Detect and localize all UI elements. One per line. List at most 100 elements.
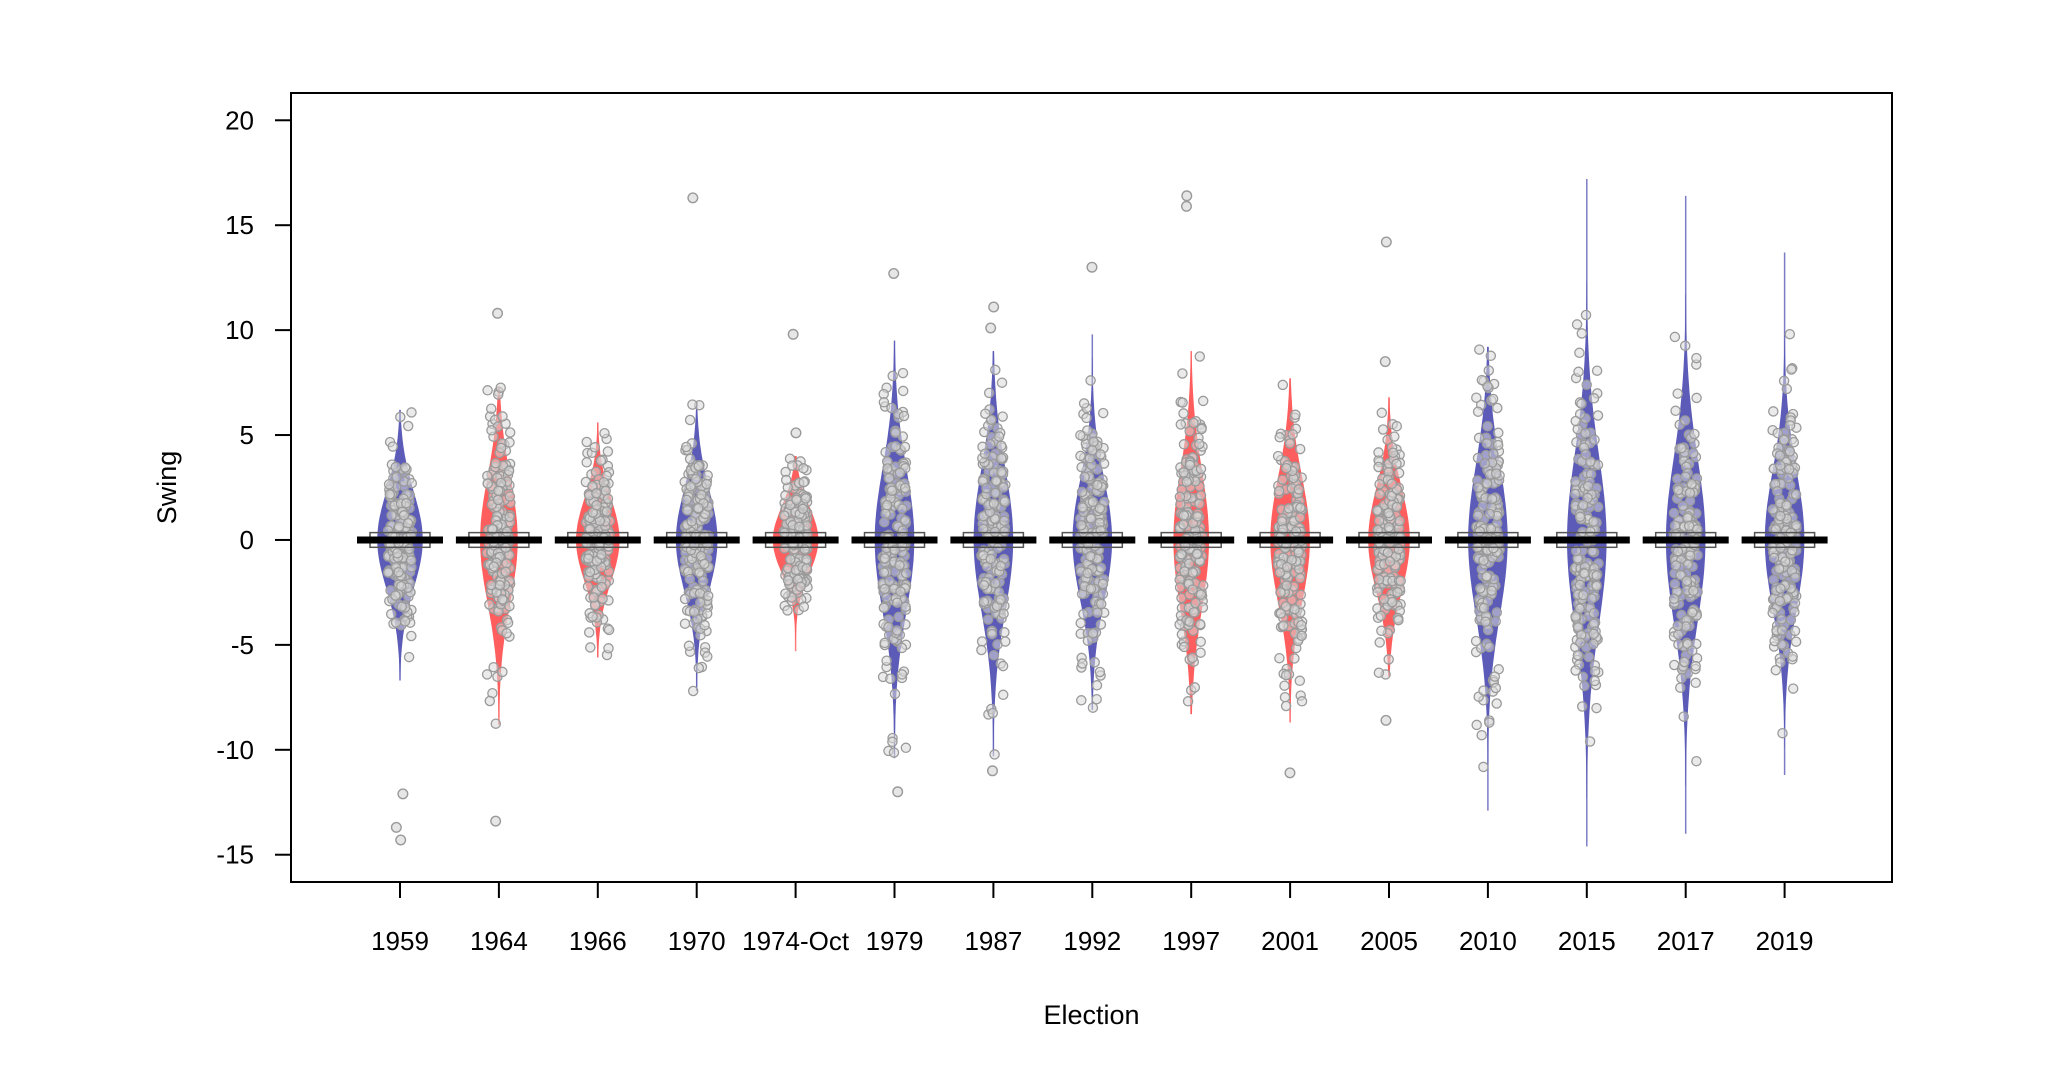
data-point bbox=[784, 554, 796, 565]
data-point bbox=[391, 471, 402, 483]
outlier-point bbox=[1379, 356, 1391, 368]
y-axis-title: Swing bbox=[152, 451, 182, 525]
data-point bbox=[591, 500, 602, 511]
data-point bbox=[393, 521, 405, 532]
data-point bbox=[1488, 448, 1499, 460]
data-point bbox=[1097, 588, 1109, 600]
data-point bbox=[1574, 347, 1585, 359]
data-point bbox=[780, 490, 791, 501]
data-point bbox=[1576, 701, 1588, 712]
data-point bbox=[1383, 507, 1394, 519]
outlier-point bbox=[790, 427, 802, 439]
data-point bbox=[985, 553, 996, 565]
data-point bbox=[1776, 614, 1787, 625]
data-point bbox=[979, 448, 991, 459]
data-point bbox=[387, 441, 399, 452]
data-point bbox=[1085, 513, 1097, 524]
data-point bbox=[1688, 447, 1699, 459]
data-point bbox=[1077, 502, 1088, 513]
data-point bbox=[980, 408, 991, 419]
data-point bbox=[1789, 625, 1801, 637]
data-point bbox=[795, 581, 806, 592]
outlier-point bbox=[687, 192, 699, 204]
data-point bbox=[1587, 546, 1598, 557]
outlier-point bbox=[492, 307, 504, 319]
data-point bbox=[1391, 458, 1402, 470]
data-point bbox=[799, 544, 811, 555]
x-tick-label: 2017 bbox=[1657, 926, 1715, 956]
data-point bbox=[679, 593, 691, 605]
data-point bbox=[395, 411, 406, 423]
data-point bbox=[978, 579, 990, 591]
data-point bbox=[1395, 575, 1406, 587]
data-point bbox=[1589, 434, 1600, 446]
data-point bbox=[1374, 478, 1385, 490]
data-point bbox=[1274, 432, 1285, 443]
data-point bbox=[997, 411, 1008, 422]
data-point bbox=[1279, 680, 1290, 691]
data-point bbox=[490, 718, 502, 729]
data-point bbox=[1586, 593, 1598, 604]
data-point bbox=[485, 403, 497, 414]
data-point bbox=[1076, 461, 1087, 473]
data-point bbox=[780, 588, 791, 599]
outlier-point bbox=[390, 821, 402, 833]
data-point bbox=[878, 567, 890, 578]
data-point bbox=[1481, 571, 1492, 582]
data-point bbox=[1583, 651, 1595, 663]
data-point bbox=[1580, 309, 1592, 321]
data-point bbox=[402, 420, 414, 432]
data-point bbox=[497, 594, 508, 605]
data-point bbox=[1076, 520, 1087, 531]
data-point bbox=[493, 485, 504, 497]
data-point bbox=[879, 553, 891, 564]
data-point bbox=[1294, 443, 1306, 455]
data-point bbox=[1783, 472, 1794, 484]
data-point bbox=[1197, 602, 1209, 613]
data-point bbox=[1274, 567, 1285, 578]
data-point bbox=[1374, 637, 1385, 648]
data-point bbox=[1669, 578, 1681, 590]
data-point bbox=[886, 485, 898, 496]
data-point bbox=[999, 515, 1010, 527]
data-point bbox=[1690, 677, 1701, 689]
outlier-point bbox=[892, 786, 904, 798]
data-point bbox=[396, 580, 407, 592]
data-point bbox=[989, 487, 1001, 499]
data-point bbox=[887, 736, 898, 748]
data-point bbox=[1178, 641, 1190, 653]
data-point bbox=[782, 575, 794, 586]
data-point bbox=[1287, 429, 1298, 440]
data-point bbox=[1480, 616, 1491, 627]
data-point bbox=[1086, 445, 1098, 456]
data-point bbox=[1777, 727, 1788, 739]
data-point bbox=[1275, 608, 1287, 619]
data-point bbox=[602, 493, 614, 504]
data-point bbox=[886, 402, 897, 414]
data-point bbox=[1283, 503, 1294, 514]
data-point bbox=[1481, 438, 1493, 449]
data-point bbox=[1177, 368, 1188, 379]
data-point bbox=[1767, 607, 1778, 619]
data-point bbox=[891, 625, 903, 636]
data-point bbox=[889, 688, 901, 700]
data-point bbox=[1570, 476, 1581, 487]
data-point bbox=[500, 566, 511, 578]
data-point bbox=[1280, 669, 1292, 681]
data-point bbox=[1585, 526, 1596, 537]
data-point bbox=[1786, 364, 1797, 375]
data-point bbox=[1773, 563, 1785, 575]
data-point bbox=[1176, 549, 1187, 560]
data-point bbox=[1680, 471, 1691, 483]
data-point bbox=[686, 516, 697, 527]
data-point bbox=[404, 543, 415, 555]
data-point bbox=[679, 618, 691, 629]
data-point bbox=[997, 660, 1009, 672]
data-point bbox=[1091, 680, 1103, 691]
data-point bbox=[1075, 450, 1086, 462]
data-point bbox=[1387, 447, 1399, 458]
data-point bbox=[697, 575, 709, 587]
data-point bbox=[1788, 436, 1800, 448]
data-point bbox=[1078, 398, 1090, 409]
data-point bbox=[1195, 463, 1207, 475]
